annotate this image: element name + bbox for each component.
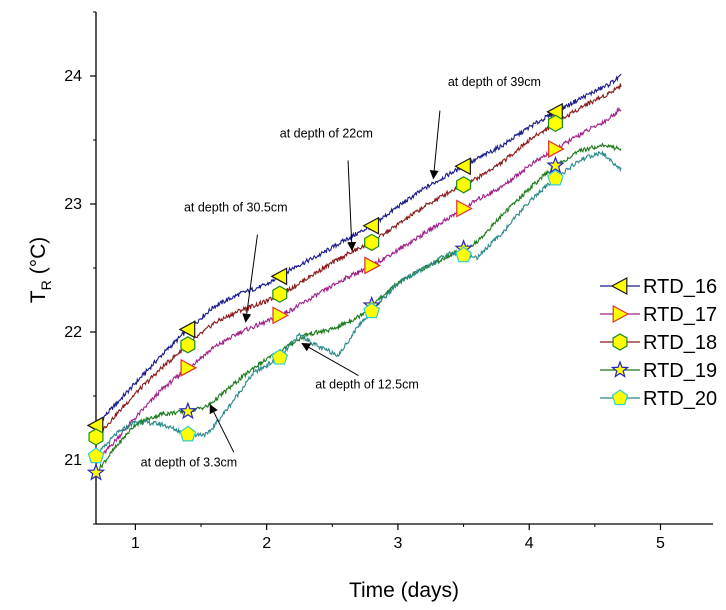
data-point [362, 216, 380, 235]
data-point [547, 169, 564, 186]
data-point [180, 358, 198, 377]
annotation-label: at depth of 30.5cm [184, 201, 288, 215]
legend-label: RTD_17 [643, 304, 717, 326]
series-markers [86, 102, 565, 481]
y-tick-label: 22 [64, 324, 82, 341]
y-tick-label: 23 [64, 196, 82, 213]
legend-label: RTD_19 [643, 360, 717, 382]
data-point [178, 401, 198, 420]
y-axis-label: TR (°C) [27, 237, 54, 304]
data-point [456, 199, 473, 218]
legend-swatch-marker [612, 333, 628, 351]
x-tick-label: 4 [525, 535, 534, 552]
y-ticks: 21 22 23 24 [64, 11, 96, 525]
svg-text:TR(°C): TR (°C) [27, 237, 54, 304]
x-tick-label: 1 [131, 535, 140, 552]
data-point [454, 157, 471, 176]
y-axis-label-main: T [27, 290, 50, 303]
annotations: at depth of 39cm at depth of 22cm at depth… [141, 75, 541, 469]
y-axis-label-sub: R [38, 280, 54, 290]
annotation-arrow [242, 234, 258, 323]
annotation-arrow [347, 160, 357, 252]
data-point [546, 155, 565, 174]
data-point [548, 139, 565, 158]
x-tick-label: 5 [656, 535, 665, 552]
data-point [547, 114, 563, 133]
axes [95, 12, 713, 525]
data-point [455, 246, 472, 263]
legend-label: RTD_18 [643, 332, 717, 354]
legend-swatch-marker [612, 304, 630, 324]
annotation-arrow [301, 343, 359, 376]
annotation-label: at depth of 3.3cm [141, 455, 238, 469]
y-axis-label-unit: (°C) [27, 237, 50, 275]
data-point [272, 306, 290, 325]
data-point [364, 233, 380, 252]
data-point [86, 463, 106, 481]
legend-swatch-marker [611, 389, 629, 406]
data-point [364, 256, 381, 275]
legend-swatch-marker [610, 360, 630, 378]
data-point [88, 428, 104, 446]
annotation-label: at depth of 22cm [280, 126, 373, 140]
data-point [456, 176, 472, 194]
data-point [179, 425, 197, 442]
x-ticks: 1 2 3 4 5 [131, 524, 665, 552]
data-point [271, 348, 289, 365]
legend-label: RTD_16 [643, 276, 717, 298]
x-axis-label: Time (days) [349, 579, 459, 602]
series-line [95, 73, 622, 427]
y-tick-label: 24 [64, 68, 82, 85]
data-point [178, 320, 196, 339]
annotation-label: at depth of 39cm [448, 75, 541, 89]
data-point [272, 285, 288, 303]
annotation-arrow [429, 110, 441, 180]
x-tick-label: 3 [393, 535, 402, 552]
series-line [95, 106, 622, 465]
data-point [87, 447, 105, 464]
legend-label: RTD_20 [643, 388, 717, 410]
data-point [270, 267, 288, 286]
series-line [95, 142, 622, 475]
y-tick-label: 21 [64, 452, 82, 469]
data-point [363, 302, 380, 319]
data-point [180, 336, 196, 354]
annotation-label: at depth of 12.5cm [315, 377, 419, 391]
legend-swatch-marker [610, 276, 628, 296]
legend: RTD_16 RTD_17 RTD_18 RTD_19 RTD_20 [600, 276, 717, 410]
x-tick-label: 2 [262, 535, 271, 552]
annotation-arrow [209, 404, 235, 453]
